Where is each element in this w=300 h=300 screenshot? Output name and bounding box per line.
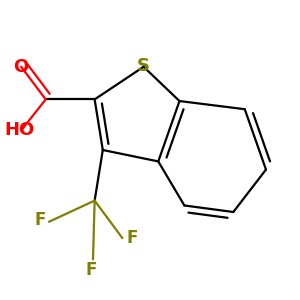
Text: O: O [14, 58, 29, 76]
Text: S: S [137, 57, 150, 75]
Text: F: F [34, 211, 46, 229]
Text: F: F [86, 261, 97, 279]
Text: HO: HO [4, 122, 35, 140]
Text: F: F [127, 229, 138, 247]
